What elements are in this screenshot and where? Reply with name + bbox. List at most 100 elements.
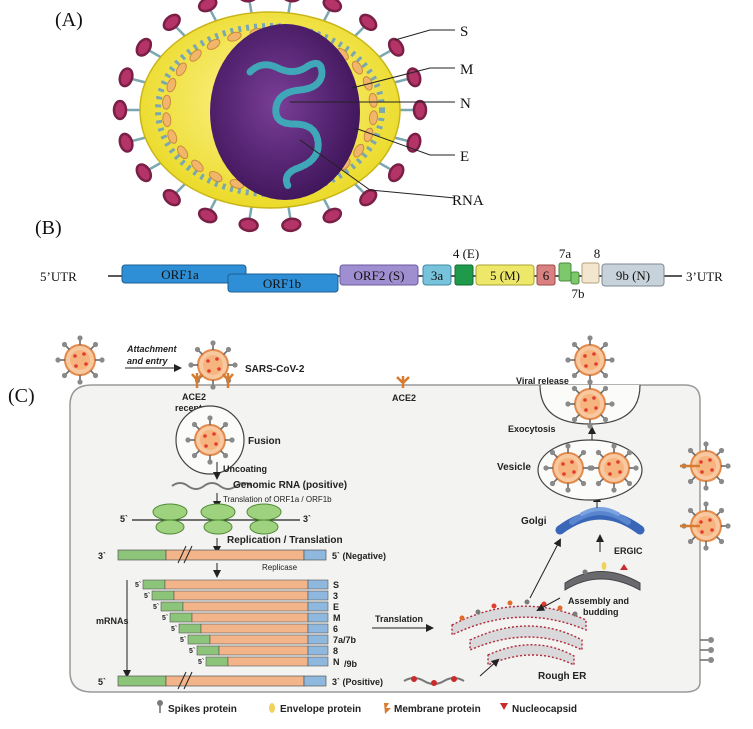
attachment-label-1: Attachment [126, 344, 178, 354]
viral-rna [246, 59, 326, 190]
spike-protein [135, 37, 153, 57]
spike-protein [359, 13, 378, 32]
spike-protein [135, 163, 153, 183]
callout-s: S [460, 24, 468, 40]
utr5-label: 5’UTR [40, 269, 77, 284]
uncoating-label: Uncoating [223, 464, 267, 474]
virus-outside-1 [54, 334, 106, 386]
gene-4e [454, 264, 474, 286]
mrna-segment [173, 590, 309, 601]
mrna-label: 8 [333, 646, 338, 656]
legend-item-envelope: Envelope protein [269, 703, 361, 715]
membrane-protein [208, 171, 223, 183]
gene-8 [581, 262, 600, 284]
genomic-rna-strand [171, 482, 253, 490]
membrane-protein [206, 38, 221, 51]
legend: Spikes protein Envelope protein Membrane… [157, 700, 577, 715]
mrna-segment [191, 612, 309, 623]
er-surface-proteins [459, 599, 578, 621]
mrna-nested-set [142, 579, 329, 667]
gene-label-9b-n: 9b (N) [616, 268, 650, 283]
spike-protein [197, 207, 218, 224]
mrna-segment [307, 623, 329, 634]
mrna-segment [160, 601, 184, 612]
spike-protein [281, 217, 302, 233]
legend-spike-label: Spikes protein [168, 704, 237, 715]
membrane-protein [162, 112, 172, 128]
callout-m: M [460, 62, 473, 78]
spike-protein [406, 132, 422, 153]
spike-protein [412, 99, 428, 121]
mrna-label: E [333, 602, 339, 612]
spike-protein [118, 132, 134, 153]
surface-spikes [700, 639, 708, 661]
spike-protein [387, 163, 405, 183]
five-prime-label-2: 5` [98, 677, 106, 687]
translation-label: Translation [375, 614, 423, 624]
callout-lines [290, 29, 456, 199]
ribosomes [152, 503, 282, 535]
genome-map [121, 262, 665, 293]
mrna-five-prime: 5` [198, 659, 204, 666]
panel-b-label: (B) [35, 217, 62, 239]
mrna-five-prime: 5` [180, 637, 186, 644]
membrane-protein [166, 77, 177, 93]
gene-label-orf2: ORF2 (S) [354, 268, 405, 283]
negative-strand [117, 545, 327, 564]
virus-release-1 [564, 378, 616, 430]
spike-protein [197, 0, 218, 13]
mrna-segment [196, 645, 220, 656]
membrane-protein [177, 145, 189, 160]
gene-labels: ORF1a ORF1b ORF2 (S) 3a 5 (M) 6 9b (N) 4… [161, 246, 650, 301]
legend-membrane-label: Membrane protein [394, 704, 481, 715]
membrane-protein [167, 129, 178, 144]
mrna-segment [307, 590, 329, 601]
ace2-receptor-label-1: ACE2 [182, 392, 206, 402]
callout-n: N [460, 96, 471, 112]
virion-illustration [112, 0, 428, 233]
virus-vesicle-2 [588, 442, 640, 494]
gene-7a [558, 262, 572, 282]
mrna-label: 7a/7b [333, 635, 357, 645]
mrna-segment [200, 623, 309, 634]
mrna-label: 3 [333, 591, 338, 601]
membrane-protein [227, 31, 242, 42]
assembly-label-1: Assembly and [568, 596, 629, 606]
virus-name: SARS-CoV-2 [245, 364, 305, 375]
gene-9b-n [601, 263, 665, 287]
membrane-protein [368, 110, 379, 126]
membrane-protein [353, 143, 365, 158]
virus-vesicle-1 [542, 442, 594, 494]
mrna-five-prime: 5` [171, 626, 177, 633]
exocytosis-label: Exocytosis [508, 424, 556, 434]
spike-protein [162, 188, 181, 207]
mrna-five-prime: 5` [189, 648, 195, 655]
rough-er-label: Rough ER [538, 671, 587, 682]
mrna-five-prime: 5` [135, 582, 141, 589]
mrna-segment [209, 634, 309, 645]
vesicle-label: Vesicle [497, 462, 531, 473]
panel-c-label: (C) [8, 385, 35, 407]
ace2-receptor-1 [191, 373, 234, 388]
mrna-segment [169, 612, 193, 623]
positive-strand [117, 671, 327, 690]
rough-er [451, 605, 587, 667]
membrane-protein [189, 49, 202, 62]
virus-release-2 [564, 334, 616, 386]
ergic-label: ERGIC [614, 546, 643, 556]
spike-protein [322, 207, 343, 224]
gene-orf1b [227, 273, 339, 293]
membrane-protein [351, 60, 363, 75]
spike-protein [118, 67, 134, 88]
genomic-rna-label: Genomic RNA (positive) [233, 480, 347, 491]
mrna-label: N [333, 657, 340, 667]
ergic-proteins [582, 562, 628, 575]
gene-orf2-s [339, 264, 419, 286]
spike-protein [238, 217, 259, 233]
host-cell [69, 384, 701, 693]
gene-label-8: 8 [594, 246, 601, 261]
mrna-segment [307, 634, 329, 645]
mrna-five-prime: 5` [153, 604, 159, 611]
mrna-labels: S 5` 3 5` E 5` M 5` 6 5` 7a/7b 5` 8 5` N 5` [135, 580, 357, 667]
